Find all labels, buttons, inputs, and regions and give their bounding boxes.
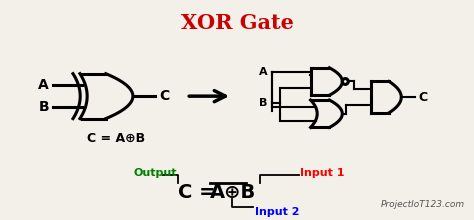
Text: Input 2: Input 2	[255, 207, 300, 216]
Text: C: C	[159, 89, 169, 103]
Text: C = A⊕B: C = A⊕B	[87, 132, 145, 145]
Text: Output: Output	[134, 169, 177, 178]
Text: A⊕B: A⊕B	[210, 183, 256, 202]
Text: ProjectIoT123.com: ProjectIoT123.com	[381, 200, 465, 209]
Text: A: A	[38, 78, 49, 92]
Text: Input 1: Input 1	[300, 169, 344, 178]
Text: B: B	[38, 100, 49, 114]
Text: XOR Gate: XOR Gate	[181, 13, 293, 33]
Text: C =: C =	[178, 183, 223, 202]
Text: A: A	[259, 67, 268, 77]
Text: C: C	[418, 91, 427, 104]
Text: B: B	[259, 98, 268, 108]
